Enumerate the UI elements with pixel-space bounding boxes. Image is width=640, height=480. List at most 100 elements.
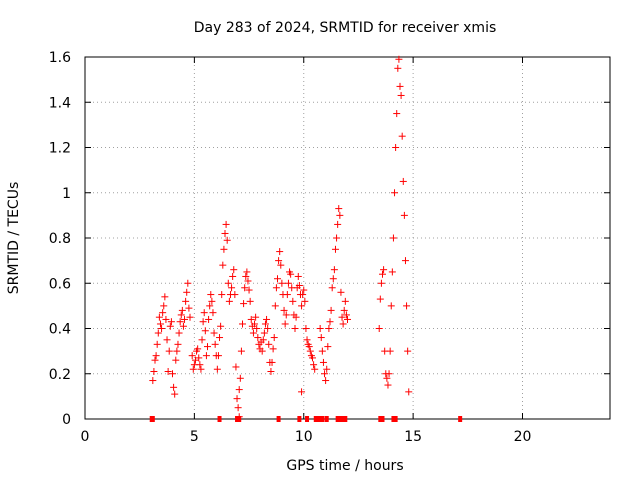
data-point [269,345,277,353]
data-point [325,325,333,332]
data-point [393,110,401,118]
data-point [247,315,255,323]
zero-point [380,416,385,422]
zero-point [324,416,329,422]
data-point [340,306,348,314]
data-point [169,370,176,378]
data-point [240,300,248,308]
data-point [200,309,208,317]
data-point [396,82,404,90]
data-point [156,320,164,328]
data-point [186,313,194,321]
data-point [249,329,257,337]
data-point [183,288,191,296]
zero-point [305,416,310,422]
data-point [268,358,276,366]
data-point [194,345,202,353]
data-point [152,352,160,360]
data-point [158,325,166,332]
data-point [326,318,334,326]
zero-point [276,416,281,422]
data-point [317,334,325,342]
data-point [235,386,243,394]
data-point [376,295,384,303]
data-point [258,347,266,355]
data-point [274,275,281,283]
data-point [182,297,190,305]
zero-point [338,416,343,422]
data-point [391,189,399,197]
data-point [383,374,391,382]
data-point [162,315,170,323]
data-point [330,266,338,274]
data-point [337,288,345,296]
data-point [287,270,295,278]
tick-labels: 0 0.2 0.4 0.6 0.8 1 1.2 1.4 1.6 0 5 10 15 20 [49,50,532,445]
data-point [281,320,289,328]
data-point [283,291,291,299]
data-point [228,284,236,292]
data-point [244,277,252,285]
data-point [259,336,267,344]
data-point [389,234,397,242]
data-point [294,272,302,280]
x-tick-label: 10 [295,429,313,445]
data-point [216,334,224,342]
data-point [306,347,314,355]
data-point [405,388,413,396]
data-point [309,354,316,362]
data-point [151,356,159,364]
data-point [401,257,409,265]
zero-point [313,416,318,422]
data-point [176,318,184,326]
y-tick-label: 0.8 [49,231,71,247]
data-point [384,381,392,389]
data-point [160,302,168,310]
data-point [177,311,185,319]
data-point [272,284,280,292]
data-point [217,322,225,330]
data-point [282,311,290,319]
data-point [189,365,197,373]
data-point [284,279,292,287]
data-point [223,236,231,244]
data-point [302,325,310,332]
data-point [342,311,350,319]
data-point [243,268,251,276]
data-point [167,318,175,326]
chart-title: Day 283 of 2024, SRMTID for receiver xmi… [194,20,497,36]
zero-point [235,416,240,422]
data-point [201,327,209,335]
data-point [179,322,187,330]
data-point [301,297,309,305]
plot-frame [84,56,611,420]
data-point [395,55,403,63]
data-point [331,245,339,253]
data-point [334,220,342,228]
data-point [388,268,396,276]
data-point [170,383,178,391]
data-point [232,363,240,371]
data-point [254,334,262,342]
y-tick-label: 1.2 [49,141,71,157]
data-point [161,293,169,301]
data-point [277,261,285,269]
data-point [236,374,244,382]
data-point [242,272,250,280]
zero-point [150,416,155,422]
data-point [311,365,319,373]
data-point [155,313,163,321]
data-point [264,325,272,332]
data-point [237,347,245,355]
data-point [196,361,204,369]
data-point [166,322,174,330]
data-point [224,279,232,287]
data-point [333,234,341,242]
data-point [252,313,260,321]
data-point [202,352,210,360]
data-point [206,302,214,310]
x-tick-label: 5 [190,429,199,445]
data-point [218,291,226,299]
data-point [253,325,261,332]
data-point [171,390,179,398]
